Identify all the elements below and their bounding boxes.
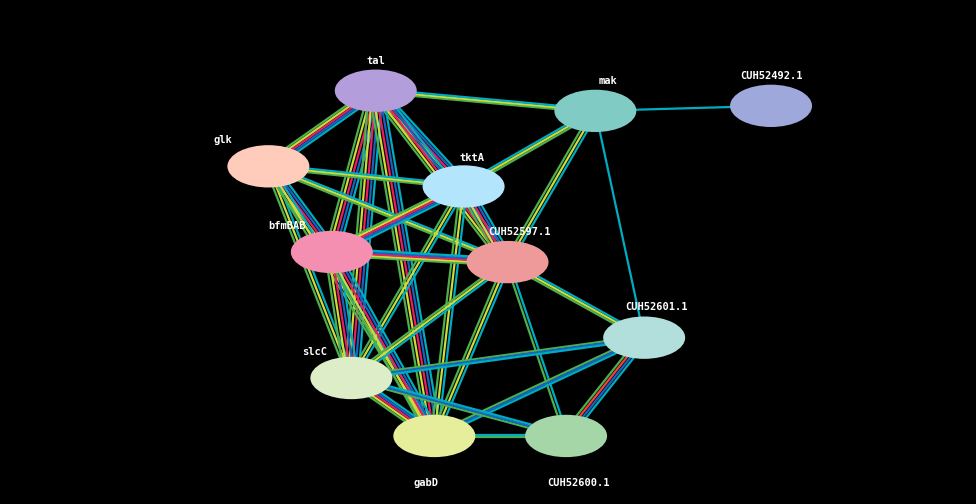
Text: bfmBAB: bfmBAB bbox=[268, 221, 305, 231]
Circle shape bbox=[730, 85, 812, 127]
Text: mak: mak bbox=[598, 76, 617, 86]
Text: CUH52597.1: CUH52597.1 bbox=[489, 227, 551, 237]
Text: tktA: tktA bbox=[460, 153, 484, 163]
Circle shape bbox=[310, 357, 392, 399]
Text: slcC: slcC bbox=[302, 347, 327, 357]
Text: CUH52600.1: CUH52600.1 bbox=[548, 478, 610, 488]
Text: glk: glk bbox=[214, 136, 232, 145]
Text: CUH52492.1: CUH52492.1 bbox=[740, 71, 802, 81]
Circle shape bbox=[423, 165, 505, 208]
Text: tal: tal bbox=[366, 55, 386, 66]
Text: gabD: gabD bbox=[414, 478, 438, 488]
Circle shape bbox=[291, 231, 373, 273]
Circle shape bbox=[227, 145, 309, 187]
Circle shape bbox=[554, 90, 636, 132]
Circle shape bbox=[335, 70, 417, 112]
Circle shape bbox=[467, 241, 549, 283]
Circle shape bbox=[603, 317, 685, 359]
Circle shape bbox=[525, 415, 607, 457]
Circle shape bbox=[393, 415, 475, 457]
Text: CUH52601.1: CUH52601.1 bbox=[626, 302, 688, 312]
